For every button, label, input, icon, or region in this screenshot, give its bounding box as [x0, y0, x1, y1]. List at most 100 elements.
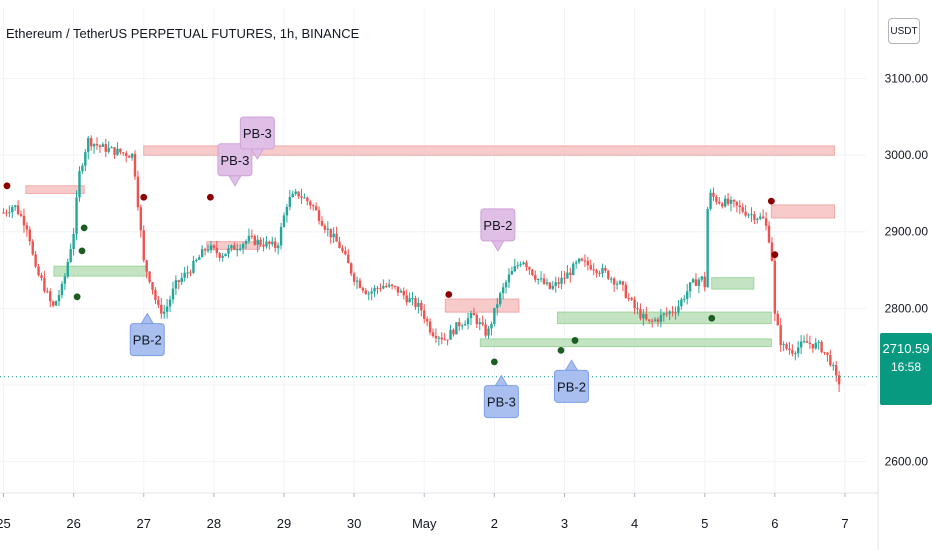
candle-up [572, 263, 575, 275]
candle-down [621, 281, 625, 285]
candle-down [104, 144, 107, 152]
candle-down [715, 196, 718, 202]
candle-down [808, 342, 812, 345]
candle-down [396, 286, 400, 293]
pullback-label-pointer [494, 374, 509, 387]
current-price-value: 2710.59 [882, 341, 930, 356]
candle-down [49, 291, 52, 302]
candle-down [218, 253, 221, 258]
candle-up [192, 260, 195, 273]
candle-down [113, 147, 116, 155]
candle-down [712, 192, 715, 197]
pullback-label-pointer [140, 312, 155, 325]
candle-up [411, 298, 414, 300]
candle-up [130, 153, 134, 158]
candle-down [344, 250, 347, 255]
chart-title: Ethereum / TetherUS PERPETUAL FUTURES, 1… [6, 26, 360, 41]
candle-up [78, 171, 81, 198]
candle-up [759, 216, 762, 219]
signal-dot-red [771, 251, 779, 259]
candle-up [285, 206, 289, 216]
candle-down [335, 233, 338, 242]
candle-down [358, 280, 362, 288]
candle-up [209, 245, 213, 251]
candle-up [797, 347, 800, 354]
candle-up [92, 143, 96, 147]
candle-down [151, 282, 154, 290]
candle-up [271, 241, 274, 245]
candle-up [87, 138, 90, 153]
candle-down [753, 214, 756, 220]
candle-up [288, 197, 292, 207]
candle-down [320, 221, 324, 226]
candle-down [160, 304, 163, 314]
candle-down [338, 241, 341, 248]
candle-up [513, 266, 517, 272]
currency-button[interactable]: USDT [888, 18, 920, 44]
candle-up [668, 311, 671, 314]
candle-up [399, 290, 403, 293]
candle-up [72, 233, 75, 250]
candle-down [405, 295, 408, 303]
candle-up [241, 243, 245, 249]
candle-up [802, 341, 806, 343]
candle-up [519, 264, 522, 266]
candle-up [180, 277, 183, 283]
candle-up [200, 249, 204, 258]
candle-up [466, 318, 470, 325]
candle-up [437, 337, 441, 339]
candle-down [785, 344, 788, 349]
candle-up [536, 278, 540, 280]
signal-dot-green [78, 247, 86, 255]
candle-down [376, 287, 379, 289]
candle-up [227, 248, 230, 254]
candle-up [642, 313, 645, 319]
candle-down [297, 191, 300, 197]
candle-down [347, 254, 350, 264]
candle-down [440, 337, 443, 340]
candle-down [212, 245, 216, 248]
candle-down [580, 258, 584, 261]
candle-up [750, 214, 753, 216]
candle-up [653, 319, 657, 321]
candle-down [22, 215, 26, 226]
signal-dot-green [557, 346, 565, 354]
candle-up [163, 311, 166, 314]
candle-up [63, 276, 67, 284]
candle-up [221, 256, 224, 258]
candle-up [677, 306, 680, 313]
candle-down [157, 299, 160, 305]
candle-down [475, 315, 479, 325]
support-zone [479, 338, 772, 348]
candle-up [186, 272, 189, 274]
y-tick-label: 3100.00 [885, 72, 929, 86]
candle-down [133, 153, 137, 177]
candle-down [46, 291, 49, 293]
candle-down [773, 260, 777, 314]
signal-dot-green [490, 358, 498, 366]
candle-down [458, 322, 461, 327]
candle-up [408, 298, 411, 303]
candle-up [11, 207, 14, 213]
candle-up [282, 215, 286, 227]
candle-down [633, 299, 636, 309]
candle-down [323, 225, 327, 230]
candle-down [630, 297, 633, 300]
candle-up [504, 282, 508, 288]
pullback-label-text: PB-2 [557, 379, 586, 394]
y-tick-label: 3000.00 [885, 148, 929, 162]
signal-dot-green [708, 314, 716, 322]
candle-down [125, 153, 128, 157]
pullback-label-box [129, 323, 165, 357]
candle-down [788, 348, 791, 351]
candle-down [119, 148, 122, 153]
candle-up [601, 267, 604, 274]
candle-up [276, 245, 280, 249]
candle-down [531, 269, 534, 276]
pullback-label-box [553, 369, 589, 403]
candle-down [694, 279, 698, 286]
resistance-zone [143, 145, 835, 156]
support-zone [556, 311, 772, 325]
